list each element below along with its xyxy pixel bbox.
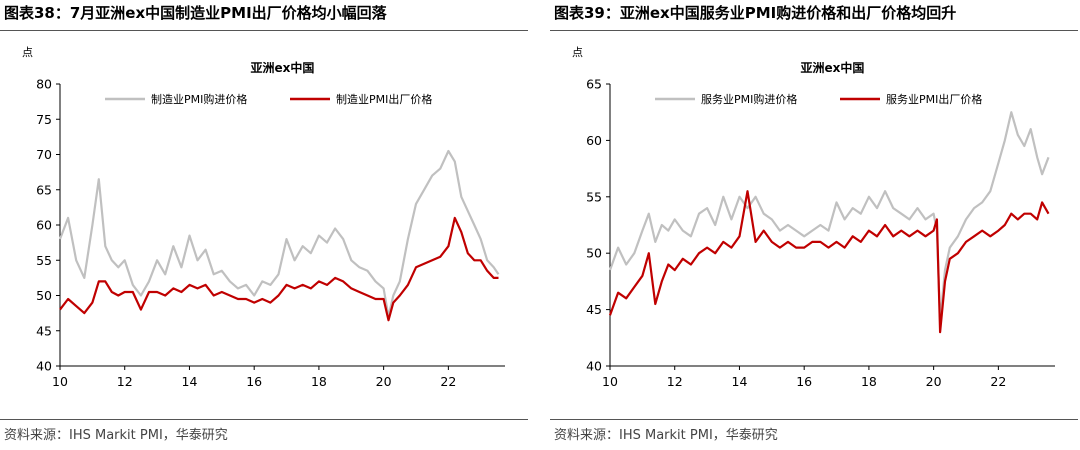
x-tick-label: 16: [246, 374, 262, 389]
chart-title: 亚洲ex中国: [801, 60, 865, 75]
y-tick-label: 55: [36, 253, 52, 268]
figure-heading: 亚洲ex中国服务业PMI购进价格和出厂价格均回升: [619, 4, 957, 22]
legend-label: 制造业PMI购进价格: [151, 92, 247, 106]
y-tick-label: 70: [36, 147, 52, 162]
legend-label: 服务业PMI购进价格: [701, 92, 797, 106]
series-line: [608, 111, 1050, 322]
x-tick-label: 22: [440, 374, 456, 389]
y-tick-label: 50: [36, 288, 52, 303]
bottom-rule: [550, 419, 1078, 420]
x-tick-label: 18: [861, 374, 877, 389]
legend-label: 服务业PMI出厂价格: [886, 92, 982, 106]
figure-title: 图表38：7月亚洲ex中国制造业PMI出厂价格均小幅回落: [4, 2, 387, 23]
source-note: 资料来源：IHS Markit PMI，华泰研究: [4, 428, 228, 443]
series-line: [608, 190, 1050, 334]
y-tick-label: 75: [36, 112, 52, 127]
x-tick-label: 16: [796, 374, 812, 389]
x-tick-label: 10: [52, 374, 68, 389]
figure-title: 图表39：亚洲ex中国服务业PMI购进价格和出厂价格均回升: [554, 2, 956, 23]
y-tick-label: 55: [586, 189, 602, 204]
chart-title: 亚洲ex中国: [251, 60, 315, 75]
figure-heading: 7月亚洲ex中国制造业PMI出厂价格均小幅回落: [69, 4, 387, 22]
y-tick-label: 45: [36, 323, 52, 338]
x-tick-label: 20: [376, 374, 392, 389]
x-tick-label: 12: [667, 374, 683, 389]
y-tick-label: 60: [36, 218, 52, 233]
source-note: 资料来源：IHS Markit PMI，华泰研究: [554, 428, 778, 443]
top-rule: [550, 30, 1078, 31]
x-tick-label: 14: [182, 374, 198, 389]
y-tick-label: 40: [36, 359, 52, 374]
figure-label: 图表38：: [4, 4, 70, 22]
y-tick-label: 65: [586, 77, 602, 92]
y-unit-label: 点: [22, 46, 33, 59]
y-tick-label: 80: [36, 77, 52, 92]
y-tick-label: 45: [586, 302, 602, 317]
top-rule: [0, 30, 528, 31]
chart-panel-right: 图表39：亚洲ex中国服务业PMI购进价格和出厂价格均回升 点亚洲ex中国 40 4…: [550, 0, 1080, 450]
series-line: [58, 149, 500, 318]
x-tick-label: 22: [990, 374, 1006, 389]
y-unit-label: 点: [572, 46, 583, 59]
x-tick-label: 18: [311, 374, 327, 389]
y-tick-label: 50: [586, 246, 602, 261]
series-line: [59, 216, 499, 322]
x-tick-label: 14: [732, 374, 748, 389]
x-tick-label: 12: [117, 374, 133, 389]
y-tick-label: 65: [36, 182, 52, 197]
legend-label: 制造业PMI出厂价格: [336, 92, 432, 106]
y-tick-label: 60: [586, 133, 602, 148]
x-tick-label: 10: [602, 374, 618, 389]
x-tick-label: 20: [926, 374, 942, 389]
y-tick-label: 40: [586, 359, 602, 374]
chart-panel-left: 图表38：7月亚洲ex中国制造业PMI出厂价格均小幅回落 点亚洲ex中国 40 45…: [0, 0, 530, 450]
figure-label: 图表39：: [554, 4, 620, 22]
bottom-rule: [0, 419, 528, 420]
